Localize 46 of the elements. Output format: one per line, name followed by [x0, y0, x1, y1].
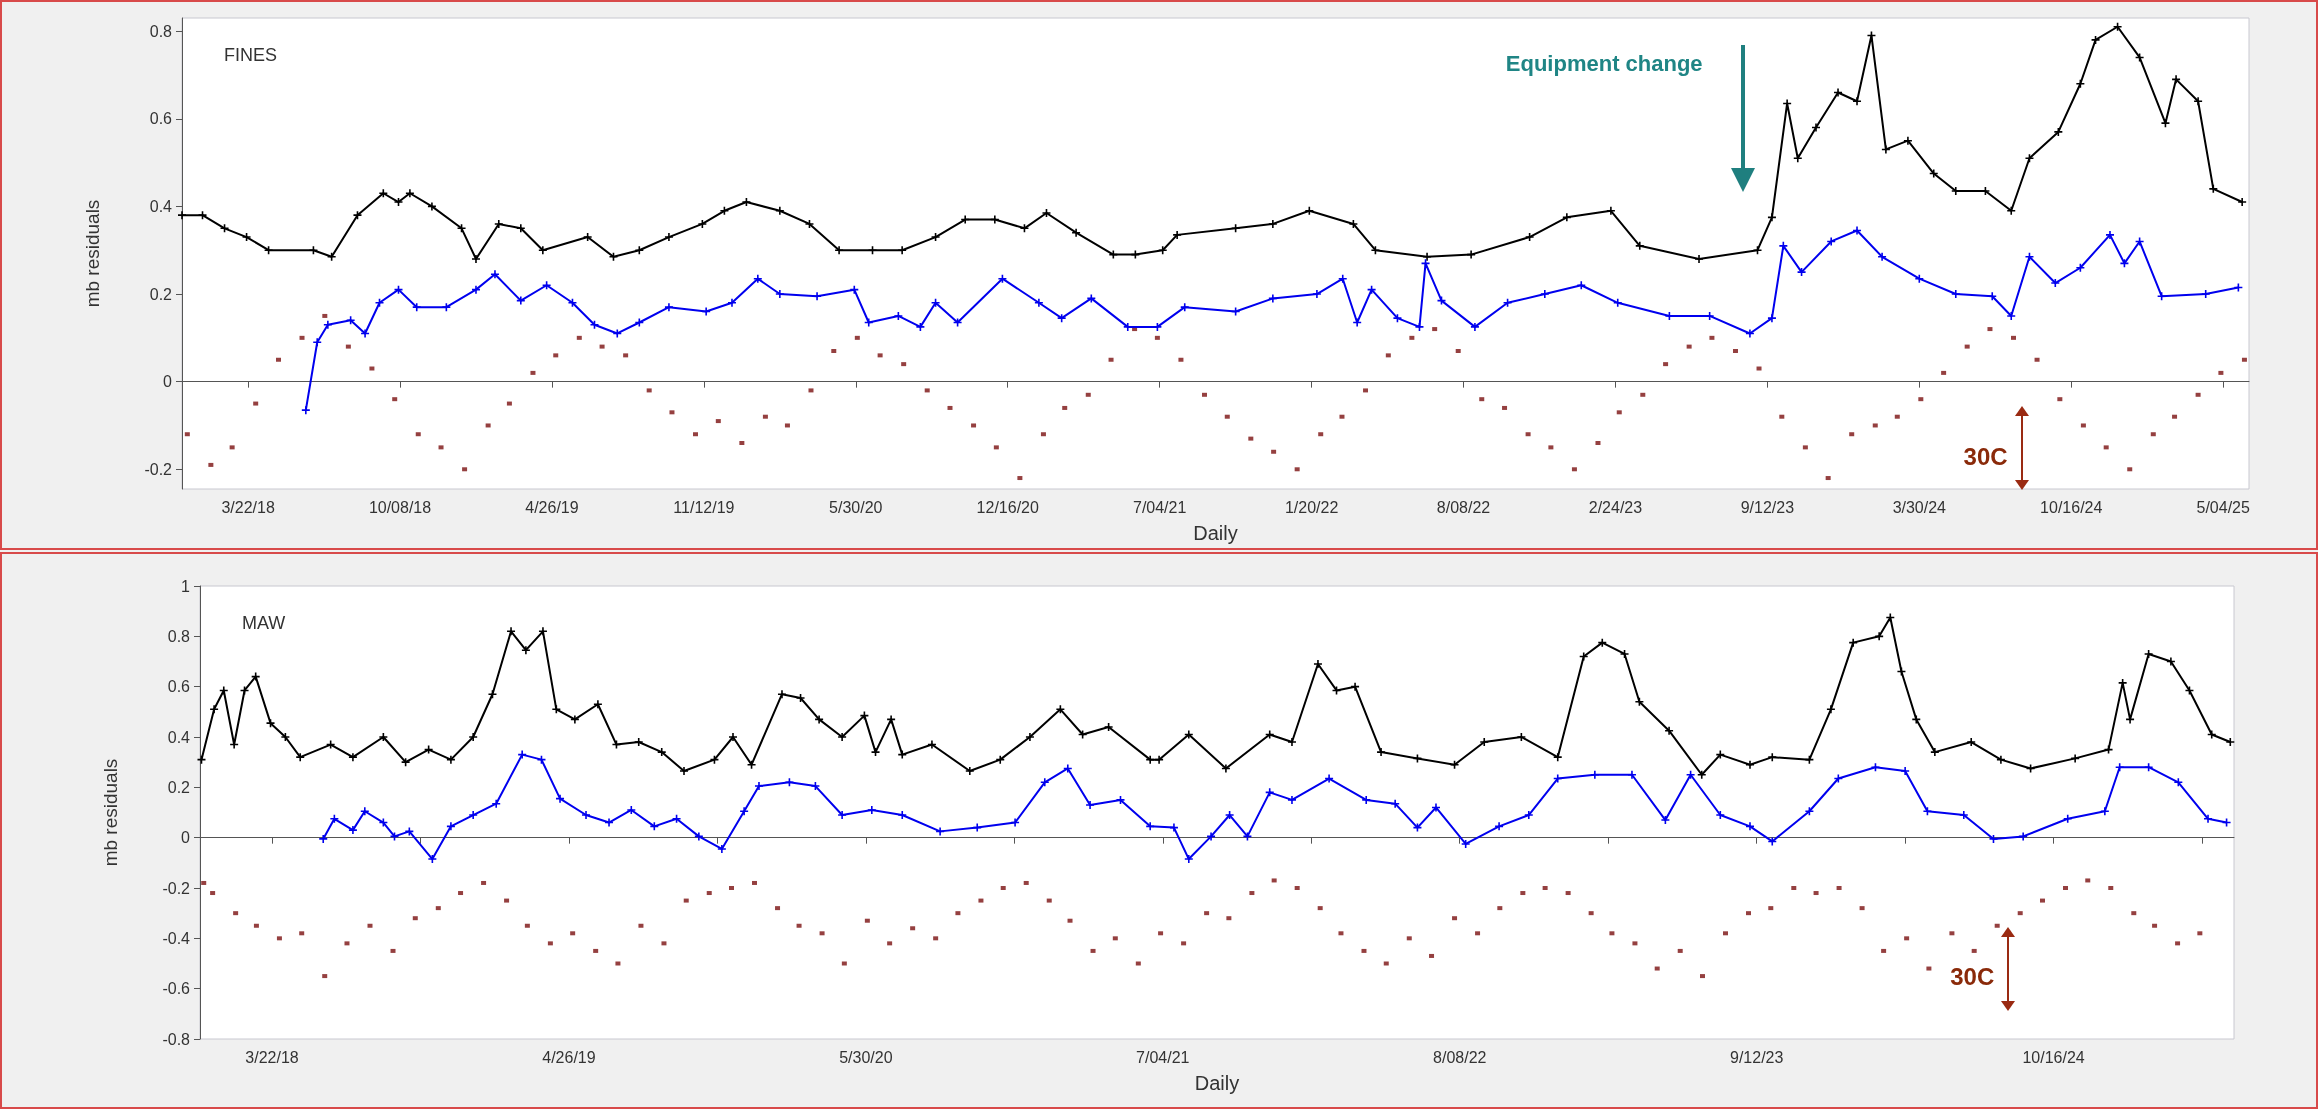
x-tick-label: 8/08/22 — [1436, 498, 1491, 516]
x-tick-label: 3/22/18 — [221, 498, 275, 516]
annotation: MAW — [242, 613, 286, 633]
y-tick-label: 0.2 — [167, 778, 191, 796]
x-tick-label: 7/04/21 — [1132, 498, 1187, 516]
y-tick-label: 0.2 — [149, 285, 173, 303]
y-axis-title: mb residuals — [100, 758, 121, 867]
x-tick-label: 5/30/20 — [839, 1048, 893, 1066]
x-tick-label: 3/30/24 — [1892, 498, 1947, 516]
x-tick-label: 4/26/19 — [542, 1048, 596, 1066]
x-tick-label: 10/16/24 — [2040, 498, 2103, 516]
x-tick-label: 9/12/23 — [1729, 1048, 1784, 1066]
annotation: 30C — [1963, 442, 2008, 470]
y-tick-label: 0 — [163, 373, 173, 391]
annotation: Equipment change — [1505, 51, 1703, 77]
y-tick-label: 0 — [181, 829, 191, 847]
x-tick-label: 7/04/21 — [1136, 1048, 1190, 1066]
x-axis-title: Daily — [1194, 1072, 1240, 1094]
y-tick-label: -0.8 — [162, 1030, 191, 1048]
annotation: 30C — [1950, 963, 1995, 991]
y-tick-label: 0.8 — [167, 627, 191, 645]
y-tick-label: 0.6 — [149, 110, 173, 128]
y-tick-label: -0.4 — [162, 929, 191, 947]
y-tick-label: 0.6 — [167, 678, 191, 696]
x-tick-label: 9/12/23 — [1740, 498, 1795, 516]
y-tick-label: 1 — [181, 577, 191, 595]
x-tick-label: 10/16/24 — [2022, 1048, 2085, 1066]
x-axis-title: Daily — [1193, 522, 1238, 544]
x-tick-label: 5/30/20 — [829, 498, 883, 516]
y-tick-label: 0.4 — [167, 728, 191, 746]
x-tick-label: 10/08/18 — [368, 498, 432, 516]
x-tick-label: 11/12/19 — [673, 498, 735, 516]
y-tick-label: -0.6 — [162, 980, 191, 998]
y-tick-label: 0.4 — [149, 197, 173, 215]
x-tick-label: 8/08/22 — [1433, 1048, 1487, 1066]
x-tick-label: 12/16/20 — [976, 498, 1039, 516]
y-tick-label: 0.8 — [149, 22, 173, 40]
x-tick-label: 4/26/19 — [525, 498, 579, 516]
y-axis-title: mb residuals — [82, 199, 103, 308]
x-tick-label: 5/04/25 — [2196, 498, 2250, 516]
y-tick-label: -0.2 — [162, 879, 191, 897]
annotation: FINES — [224, 45, 278, 65]
x-tick-label: 2/24/23 — [1588, 498, 1643, 516]
x-tick-label: 1/20/22 — [1284, 498, 1339, 516]
y-tick-label: -0.2 — [144, 460, 173, 478]
x-tick-label: 3/22/18 — [245, 1048, 299, 1066]
